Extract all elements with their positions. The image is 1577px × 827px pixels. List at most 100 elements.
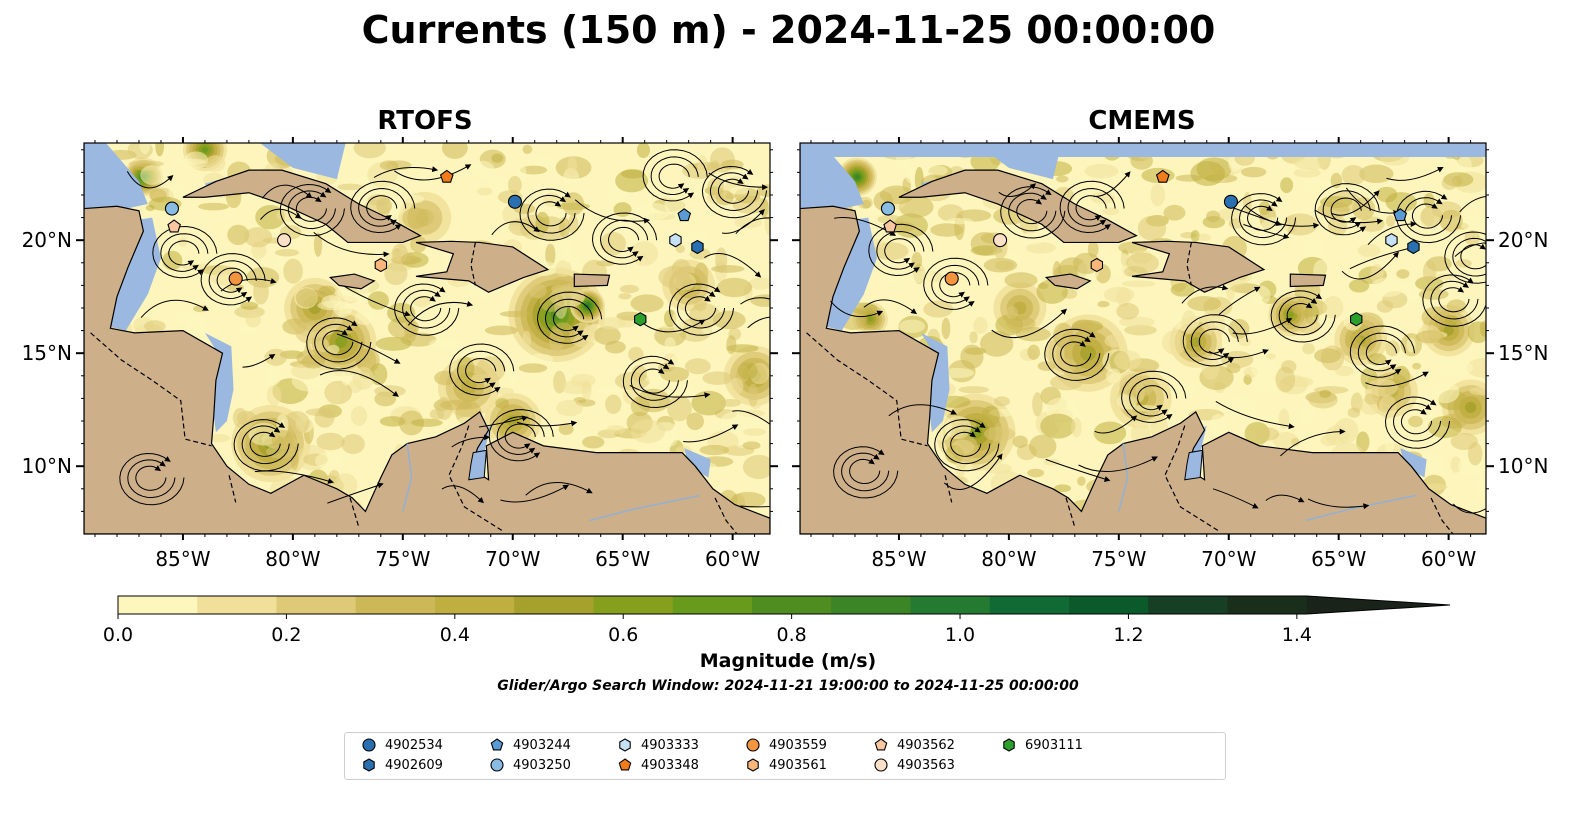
country-border [714,497,738,534]
streamline [684,295,717,322]
current-magnitude-speckle [742,454,770,480]
platform-marker-4903244 [677,208,692,222]
current-magnitude-speckle [716,277,753,298]
streamline [943,453,1003,491]
current-magnitude-speckle [255,204,286,230]
current-magnitude-speckle [265,367,282,386]
colorbar-segment [197,596,277,614]
streamline [478,415,529,428]
legend-marker-4902534 [362,738,376,752]
x-tick-label: 60°W [1421,547,1476,571]
current-magnitude-speckle [686,412,704,431]
shallow-water [920,332,950,433]
current-magnitude-speckle [1053,358,1077,373]
current-magnitude-speckle [1161,330,1187,355]
current-magnitude-speckle [539,291,565,312]
platform-marker-4902534 [1223,194,1238,209]
current-magnitude-speckle [748,383,759,407]
current-magnitude-speckle [1444,314,1459,325]
current-magnitude-speckle [1124,324,1157,336]
streamline [249,431,281,457]
country-border [806,332,928,447]
current-magnitude-speckle [1093,421,1127,445]
legend-item-4903562: 4903562 [873,736,955,754]
legend-item-4903250: 4903250 [489,756,571,774]
current-magnitude-speckle [1415,330,1445,344]
current-magnitude-speckle [1314,348,1341,364]
streamline [1386,167,1444,181]
current-magnitude-speckle [1005,305,1018,320]
current-magnitude-speckle [491,153,504,163]
current-magnitude-speckle [702,371,733,385]
lake-maracaibo [1184,449,1203,481]
current-magnitude-speckle [198,202,230,211]
legend-marker-4903563 [874,758,888,772]
land [182,169,422,244]
current-magnitude-speckle [558,423,574,435]
current-magnitude-speckle [1221,350,1254,369]
streamline [732,410,770,425]
current-magnitude-speckle [518,363,548,373]
streamline [1392,402,1442,442]
legend-marker-icon [747,758,759,772]
current-magnitude-speckle [731,491,766,509]
streamline [544,298,594,338]
streamline [849,458,881,485]
legend-item-6903111: 6903111 [1001,736,1083,754]
current-magnitude-speckle [983,257,1018,273]
current-magnitude-speckle [264,348,288,366]
current-magnitude-speckle [710,160,720,170]
streamline [336,333,401,364]
current-magnitude-speckle [728,377,744,395]
current-magnitude-speckle [314,408,335,428]
current-magnitude-speckle [284,411,310,435]
current-magnitude-speckle [155,143,165,157]
streamline [1459,196,1486,213]
streamline [1044,328,1110,381]
current-magnitude-speckle [1418,288,1449,300]
current-magnitude-speckle [389,192,405,216]
streamline [241,425,290,465]
legend-marker-4903333 [619,738,631,752]
current-magnitude-patch [1464,401,1477,414]
platform-marker-4903559 [228,271,243,286]
current-magnitude-speckle [1106,368,1121,384]
current-magnitude-speckle [1181,309,1197,335]
y-tick-label: 10°N [22,454,72,478]
current-magnitude-speckle [240,301,259,310]
current-magnitude-speckle [861,199,872,209]
current-magnitude-speckle [313,232,323,257]
current-magnitude-speckle [1422,260,1437,284]
streamline [942,425,991,465]
current-magnitude-speckle [1077,476,1086,486]
current-magnitude-speckle [352,366,375,390]
current-magnitude-speckle [930,223,964,237]
x-tick-label: 85°W [871,547,926,571]
current-magnitude-speckle [162,250,183,271]
current-magnitude-speckle [675,244,686,254]
current-magnitude-speckle [1364,393,1379,405]
x-tick-label: 75°W [375,547,430,571]
current-magnitude-speckle [1238,338,1252,347]
streamline [1137,385,1169,411]
map-frame [83,142,771,535]
figure-title: Currents (150 m) - 2024-11-25 00:00:00 [361,8,1216,52]
current-magnitude-speckle [994,396,1010,407]
streamline [1438,286,1470,313]
colorbar-segment [910,596,991,614]
streamline [923,257,989,310]
streamline [1365,339,1397,366]
current-magnitude-speckle [197,319,208,346]
streamline [1093,171,1131,197]
current-magnitude-speckle [522,144,533,154]
current-magnitude-speckle [1254,427,1280,441]
current-magnitude-speckle [899,319,925,334]
current-magnitude-speckle [556,399,583,417]
streamline [1215,400,1295,430]
current-magnitude-speckle [1376,186,1398,203]
shallow-water [1400,448,1427,478]
current-magnitude-speckle [1026,242,1056,254]
current-magnitude-speckle [630,396,650,417]
streamline [1008,192,1057,232]
current-magnitude-speckle [1456,155,1472,177]
